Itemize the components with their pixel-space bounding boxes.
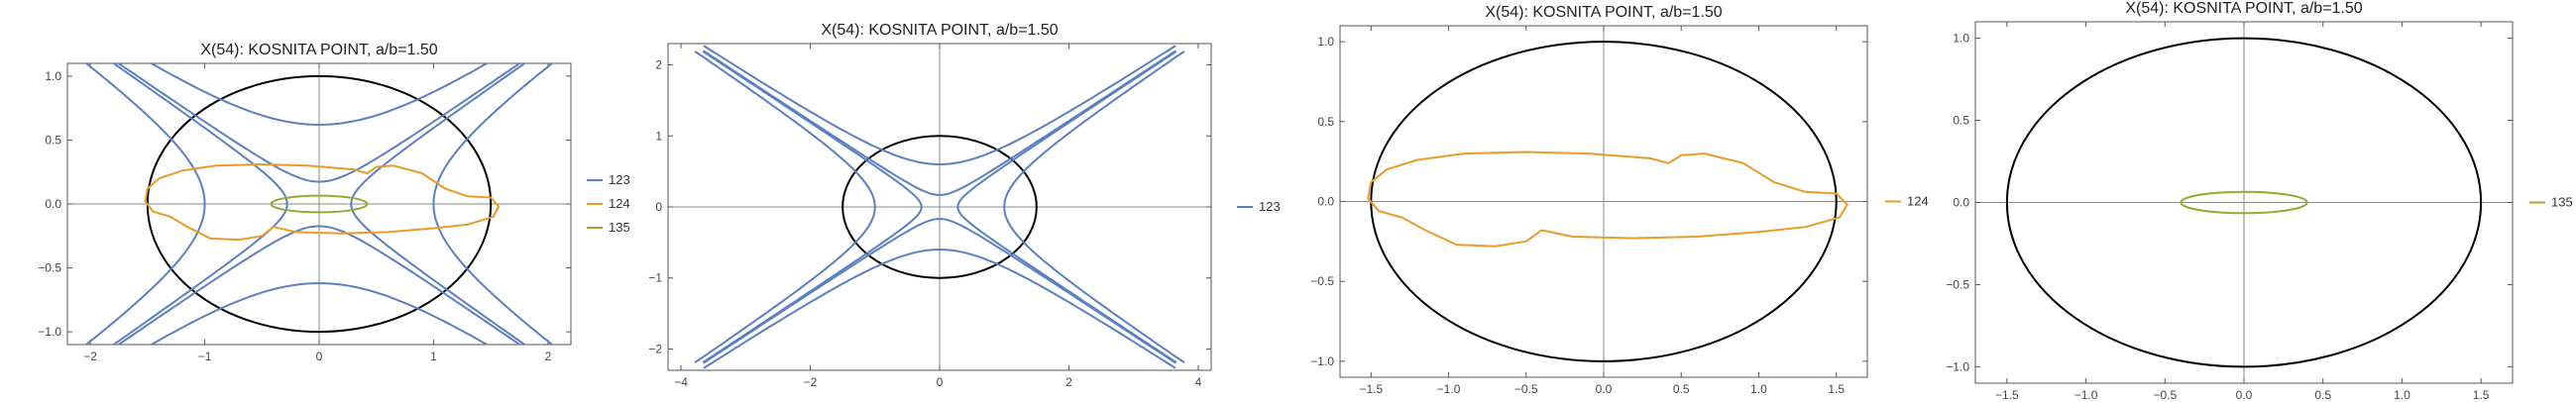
y-tick-label: 0 <box>655 200 662 214</box>
x-tick-label: 0 <box>937 375 944 389</box>
legend-label-124: 124 <box>609 196 630 211</box>
series-123-branch <box>116 63 522 183</box>
x-tick-label: −0.5 <box>2153 388 2177 402</box>
series-123-branch <box>1003 50 1185 363</box>
x-tick-label: 1.0 <box>2394 388 2410 402</box>
legend-label-124: 124 <box>1907 194 1929 209</box>
x-tick-label: −1.0 <box>1437 382 1461 396</box>
series-135-ellipse <box>270 194 369 214</box>
series-123-branch <box>703 50 1176 196</box>
chart-title: X(54): KOSNITA POINT, a/b=1.50 <box>2125 0 2362 17</box>
y-tick-label: 0.0 <box>45 197 61 211</box>
x-tick-label: 0.0 <box>1596 382 1613 396</box>
y-tick-label: 0.5 <box>45 133 61 147</box>
chart-panel-4: X(54): KOSNITA POINT, a/b=1.50 −1.5 −1.0 −0… <box>1946 0 2572 402</box>
x-tick-label: 4 <box>1195 375 1202 389</box>
base-ellipse <box>2005 37 2483 368</box>
y-tick-label: 1.0 <box>45 69 61 83</box>
y-tick-label: −1 <box>648 271 662 285</box>
y-tick-label: 0.5 <box>1953 114 1969 128</box>
y-tick-label: −1.0 <box>38 325 61 339</box>
series-135-ellipse <box>2180 190 2308 215</box>
series-123-branch <box>432 63 554 345</box>
base-ellipse <box>841 135 1038 279</box>
series-123-branch <box>84 63 206 345</box>
y-tick-label: −0.5 <box>1946 277 1969 291</box>
x-tick-label: 1.5 <box>1828 382 1845 396</box>
series-123-branch <box>703 249 1176 369</box>
legend-label-123: 123 <box>609 172 630 187</box>
legend-label-123: 123 <box>1259 199 1281 214</box>
x-tick-label: 0.5 <box>2314 388 2331 402</box>
series-123-branch <box>116 225 522 345</box>
x-tick-label: 2 <box>545 350 552 363</box>
chart-title: X(54): KOSNITA POINT, a/b=1.50 <box>200 42 437 58</box>
series-123-branch <box>956 50 1177 363</box>
x-tick-label: 1.0 <box>1750 382 1767 396</box>
series-123-branch <box>149 282 490 345</box>
y-tick-label: −1.0 <box>1310 354 1334 368</box>
x-tick-label: 2 <box>1065 375 1072 389</box>
x-tick-label: 0.0 <box>2236 388 2253 402</box>
y-tick-label: 0.0 <box>1317 195 1334 209</box>
x-tick-label: −1.5 <box>1995 388 2019 402</box>
y-tick-label: 2 <box>655 58 662 72</box>
x-tick-label: 1 <box>430 350 437 363</box>
x-tick-label: −2 <box>804 375 818 389</box>
series-123-branch <box>703 45 1176 165</box>
x-tick-label: 0 <box>316 350 323 363</box>
series-123-branch <box>694 50 876 363</box>
chart-panel-3: X(54): KOSNITA POINT, a/b=1.50 −1.5 −1.0 −0… <box>1310 4 1928 396</box>
legend-label-135: 135 <box>609 220 630 235</box>
series-123-branch <box>702 50 923 363</box>
series-123-branch <box>703 218 1176 364</box>
y-tick-label: −1.0 <box>1946 359 1969 373</box>
y-tick-label: 0.5 <box>1317 115 1334 129</box>
chart-panel-2: X(54): KOSNITA POINT, a/b=1.50 −4 −2 0 2 4 −2 −… <box>648 22 1280 389</box>
y-tick-label: 1.0 <box>1953 32 1969 46</box>
x-tick-label: −2 <box>83 350 97 363</box>
series-123-branch <box>350 63 527 345</box>
x-tick-label: −1.5 <box>1359 382 1383 396</box>
series-124-curve <box>144 163 501 242</box>
y-tick-label: −0.5 <box>38 261 61 275</box>
y-tick-label: −2 <box>648 342 662 355</box>
chart-title: X(54): KOSNITA POINT, a/b=1.50 <box>1485 4 1722 21</box>
x-tick-label: −1.0 <box>2074 388 2098 402</box>
x-tick-label: 0.5 <box>1673 382 1690 396</box>
series-124-curve <box>1367 151 1848 248</box>
x-tick-label: 1.5 <box>2473 388 2490 402</box>
chart-panel-1: X(54): KOSNITA POINT, a/b=1.50 −2 −1 0 1 2 −1.… <box>38 42 630 363</box>
y-tick-label: 1 <box>655 129 662 143</box>
series-123-branch <box>149 63 490 126</box>
x-tick-label: −4 <box>674 375 688 389</box>
y-tick-label: −0.5 <box>1310 274 1334 288</box>
x-tick-label: −1 <box>198 350 212 363</box>
y-tick-label: 1.0 <box>1317 35 1334 49</box>
legend-label-135: 135 <box>2551 195 2573 210</box>
series-123-branch <box>111 63 288 345</box>
y-tick-label: 0.0 <box>1953 196 1969 210</box>
chart-title: X(54): KOSNITA POINT, a/b=1.50 <box>821 22 1058 39</box>
x-tick-label: −0.5 <box>1514 382 1538 396</box>
